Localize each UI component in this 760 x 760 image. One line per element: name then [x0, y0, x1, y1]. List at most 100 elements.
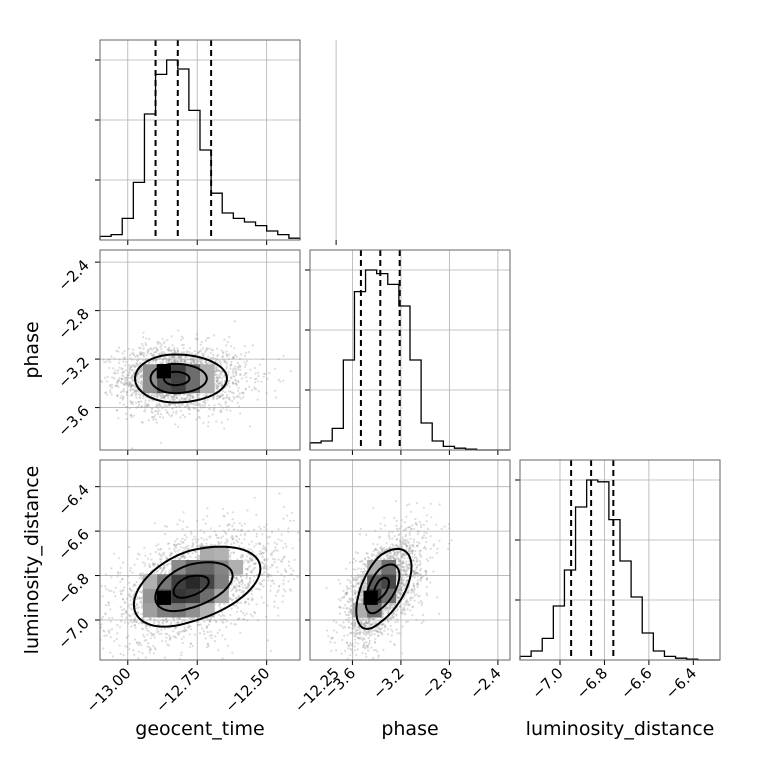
scatter-point: [164, 570, 167, 573]
scatter-point: [176, 360, 179, 363]
scatter-point: [223, 359, 227, 362]
scatter-point: [225, 620, 228, 623]
scatter-point: [353, 619, 356, 622]
scatter-point: [153, 633, 156, 636]
scatter-point: [282, 379, 285, 382]
scatter-point: [135, 378, 138, 381]
scatter-point: [223, 361, 226, 364]
scatter-point: [212, 407, 215, 411]
scatter-point: [168, 571, 171, 574]
scatter-point: [134, 626, 137, 629]
scatter-point: [180, 540, 183, 543]
scatter-point: [155, 619, 158, 623]
scatter-point: [256, 398, 259, 401]
scatter-point: [151, 411, 154, 414]
scatter-point: [121, 371, 124, 374]
scatter-point: [418, 549, 421, 553]
scatter-point: [136, 389, 139, 392]
scatter-point: [125, 382, 128, 385]
scatter-point: [422, 620, 425, 623]
scatter-point: [124, 601, 127, 605]
scatter-point: [252, 562, 255, 565]
scatter-point: [118, 557, 121, 560]
scatter-point: [128, 587, 132, 590]
scatter-point: [238, 589, 241, 592]
scatter-point: [218, 396, 221, 399]
scatter-point: [129, 385, 132, 388]
scatter-point: [172, 617, 175, 620]
scatter-point: [229, 554, 232, 558]
scatter-point: [243, 374, 246, 377]
scatter-point: [140, 597, 143, 600]
scatter-point: [244, 586, 247, 590]
scatter-point: [254, 562, 257, 565]
scatter-point: [170, 407, 173, 410]
scatter-point: [93, 614, 95, 616]
scatter-point: [158, 402, 161, 405]
scatter-point: [140, 380, 143, 383]
scatter-point: [161, 358, 164, 361]
scatter-point: [114, 369, 117, 372]
scatter-point: [165, 636, 168, 639]
scatter-point: [163, 395, 166, 398]
scatter-point: [151, 416, 154, 419]
scatter-point: [156, 569, 159, 573]
scatter-point: [158, 623, 161, 626]
scatter-point: [111, 655, 114, 658]
scatter-point: [244, 567, 247, 571]
scatter-point: [158, 403, 161, 406]
scatter-point: [260, 380, 263, 383]
scatter-point: [207, 415, 210, 418]
scatter-point: [105, 360, 108, 363]
scatter-point: [118, 644, 121, 647]
scatter-point: [258, 543, 261, 546]
scatter-point: [134, 355, 137, 359]
scatter-point: [144, 656, 147, 659]
scatter-point: [194, 537, 197, 541]
scatter-point: [429, 556, 432, 559]
scatter-point: [199, 404, 202, 407]
scatter-point: [233, 397, 236, 400]
scatter-point: [163, 567, 166, 570]
scatter-point: [235, 396, 238, 399]
scatter-point: [166, 405, 169, 408]
scatter-point: [132, 348, 135, 351]
scatter-point: [148, 648, 152, 652]
scatter-point: [267, 579, 270, 582]
scatter-point: [162, 358, 165, 361]
scatter-point: [131, 384, 134, 387]
scatter-point: [216, 355, 219, 358]
scatter-point: [219, 536, 223, 540]
scatter-point: [303, 566, 305, 568]
scatter-point: [249, 556, 252, 560]
scatter-point: [269, 584, 272, 587]
scatter-point: [199, 349, 203, 352]
scatter-point: [205, 348, 208, 352]
scatter-point: [208, 408, 212, 411]
scatter-point: [239, 368, 242, 371]
scatter-point: [135, 390, 138, 393]
scatter-point: [348, 644, 351, 648]
scatter-point: [129, 607, 132, 610]
scatter-point: [131, 384, 134, 387]
scatter-point: [395, 537, 398, 541]
scatter-point: [140, 405, 143, 408]
scatter-point: [137, 390, 141, 393]
scatter-point: [180, 357, 183, 360]
scatter-point: [392, 554, 395, 557]
scatter-point: [283, 555, 286, 558]
scatter-point: [236, 528, 239, 531]
scatter-point: [177, 425, 180, 428]
scatter-point: [121, 597, 125, 601]
scatter-point: [270, 554, 273, 557]
scatter-point: [226, 418, 229, 421]
scatter-point: [354, 630, 357, 633]
scatter-point: [200, 543, 204, 546]
scatter-point: [234, 378, 237, 381]
scatter-point: [174, 544, 177, 547]
scatter-point: [163, 340, 166, 343]
scatter-point: [408, 547, 412, 551]
scatter-point: [195, 418, 198, 421]
scatter-point: [364, 569, 367, 573]
scatter-point: [218, 376, 221, 379]
